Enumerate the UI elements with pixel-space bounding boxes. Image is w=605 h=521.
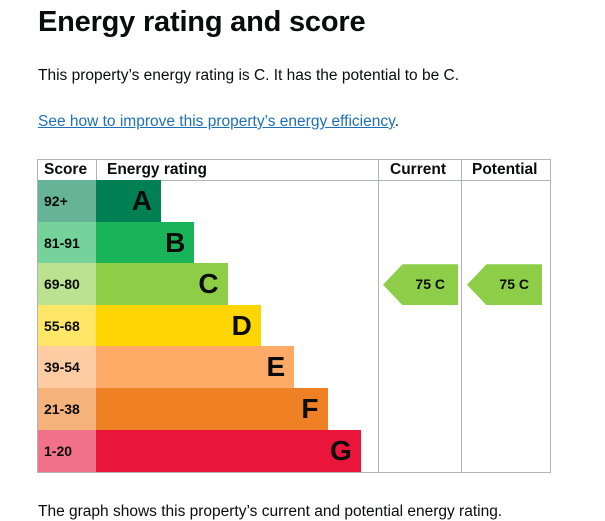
band-score-d: 55-68 (38, 304, 96, 347)
improve-link-line: See how to improve this property’s energ… (38, 113, 399, 131)
chart-footnote: The graph shows this property’s current … (38, 503, 503, 520)
band-bar-f: F (96, 388, 328, 430)
header-score: Score (44, 161, 88, 178)
divider-potential (461, 159, 462, 472)
band-bar-b: B (96, 221, 195, 264)
band-bar-g: G (96, 429, 361, 472)
improve-link-suffix: . (394, 113, 399, 130)
band-bar-a: A (96, 180, 161, 222)
band-letter-e: E (266, 351, 286, 383)
rating-summary: This property’s energy rating is C. It h… (38, 67, 460, 84)
band-score-b: 81-91 (38, 221, 96, 264)
header-potential: Potential (472, 161, 538, 178)
header-current: Current (390, 161, 446, 178)
band-letter-g: G (330, 434, 352, 466)
chart-frame (37, 159, 551, 473)
potential-rating-label: 75 C (499, 276, 529, 293)
band-letter-d: D (231, 309, 252, 341)
energy-rating-chart: Score Energy rating Current Potential 92… (37, 159, 551, 473)
header-energy-rating: Energy rating (107, 161, 207, 178)
divider-current (378, 159, 379, 472)
current-rating-label: 75 C (415, 276, 445, 293)
band-letter-b: B (165, 226, 186, 258)
band-score-g: 1-20 (38, 429, 96, 472)
band-score-a: 92+ (38, 180, 96, 222)
band-score-f: 21-38 (38, 388, 96, 430)
header-divider (37, 180, 550, 181)
band-bar-c: C (96, 263, 228, 306)
band-score-e: 39-54 (38, 346, 96, 389)
band-score-c: 69-80 (38, 263, 96, 306)
band-letter-c: C (198, 268, 219, 300)
band-bar-e: E (96, 346, 295, 389)
band-letter-a: A (131, 185, 152, 216)
improve-efficiency-link[interactable]: See how to improve this property’s energ… (38, 113, 395, 130)
band-letter-f: F (301, 393, 319, 424)
page-title: Energy rating and score (38, 6, 366, 38)
band-bar-d: D (96, 304, 261, 347)
